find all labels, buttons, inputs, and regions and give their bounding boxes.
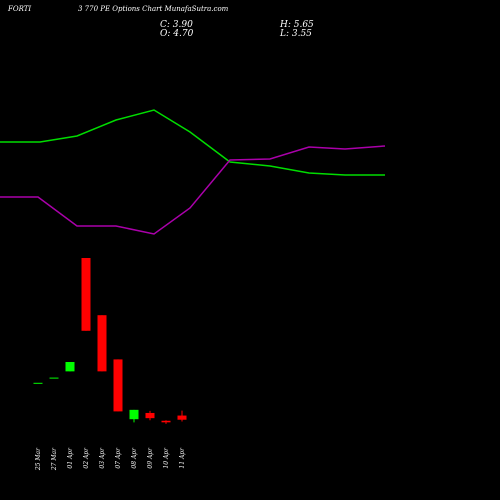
close-value: C: 3.90	[160, 20, 193, 30]
x-tick-label: 09 Apr	[147, 447, 154, 469]
x-tick-label: 08 Apr	[131, 447, 138, 469]
x-tick-label: 10 Apr	[163, 447, 170, 469]
x-axis-labels: 25 Mar 27 Mar 01 Apr 02 Apr 03 Apr 07 Apr 08 A…	[35, 447, 186, 471]
candle-body	[177, 415, 187, 420]
candle	[145, 410, 155, 421]
high-value: H: 5.65	[280, 20, 314, 30]
candle	[49, 377, 59, 379]
candle	[161, 420, 171, 424]
open-value: O: 4.70	[160, 29, 194, 39]
x-tick-label: 07 Apr	[115, 447, 122, 469]
candle-body	[129, 409, 139, 420]
candle-body	[49, 377, 59, 379]
candle-body	[145, 412, 155, 419]
candle-body	[81, 258, 91, 331]
candles	[33, 258, 187, 424]
candle	[33, 382, 43, 384]
candle	[81, 258, 91, 331]
x-tick-label: 27 Mar	[51, 447, 58, 471]
candle	[129, 409, 139, 423]
candle	[177, 410, 187, 422]
symbol-label: FORTI	[8, 5, 32, 13]
x-tick-label: 03 Apr	[99, 447, 106, 469]
candle	[65, 362, 75, 372]
candle-body	[161, 420, 171, 423]
x-tick-label: 01 Apr	[67, 447, 74, 469]
candle-body	[65, 362, 75, 372]
low-value: L: 3.55	[280, 29, 312, 39]
x-tick-label: 02 Apr	[83, 447, 90, 469]
candle	[97, 315, 107, 372]
candle-body	[113, 359, 123, 412]
indicator-line-2	[0, 145, 386, 235]
chart-subtitle: 3 770 PE Options Chart MunafaSutra.com	[78, 5, 229, 13]
indicator-lines	[0, 109, 386, 235]
x-tick-label: 25 Mar	[35, 447, 42, 471]
x-tick-label: 11 Apr	[179, 447, 186, 469]
candle-body	[33, 382, 43, 384]
indicator-line-1	[0, 109, 385, 176]
candle-body	[97, 315, 107, 372]
candle	[113, 359, 123, 412]
